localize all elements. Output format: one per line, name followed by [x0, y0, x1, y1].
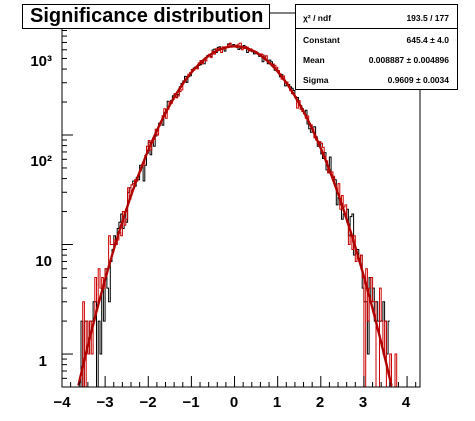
stats-separator [296, 28, 457, 29]
x-tick-labels: −4 −3 −2 −1 0 1 2 3 4 [53, 394, 410, 411]
y-axis [62, 24, 73, 388]
x-tick-label: −3 [96, 394, 113, 411]
stats-value: 645.4 ± 4.0 [406, 35, 449, 45]
y-tick-label: 10³ [30, 53, 52, 70]
x-tick-label: −4 [53, 394, 71, 411]
histogram-black-steps [79, 43, 390, 388]
histogram-black [79, 43, 390, 388]
stats-label: Constant [303, 35, 340, 45]
stats-row-constant: Constant 645.4 ± 4.0 [303, 33, 449, 47]
stats-label: Sigma [303, 75, 329, 85]
stats-label: Mean [303, 55, 325, 65]
stats-box: χ² / ndf 193.5 / 177 Constant 645.4 ± 4.… [295, 4, 458, 90]
x-tick-label: 0 [230, 394, 238, 411]
x-axis [61, 376, 417, 387]
x-tick-label: 3 [359, 394, 367, 411]
y-tick-labels: 1 10 10² 10³ [30, 53, 52, 370]
stats-value: 193.5 / 177 [406, 13, 449, 23]
x-tick-label: −2 [139, 394, 156, 411]
y-tick-label: 10 [35, 253, 52, 270]
stats-label: χ² / ndf [303, 13, 332, 23]
y-tick-label: 1 [39, 353, 47, 370]
stats-row-chi2: χ² / ndf 193.5 / 177 [303, 11, 449, 25]
fit-curve-line [77, 45, 393, 387]
chart-title: Significance distribution [22, 4, 270, 29]
x-tick-label: 2 [316, 394, 324, 411]
stats-value: 0.9609 ± 0.0034 [387, 75, 449, 85]
y-tick-label: 10² [30, 153, 52, 170]
stats-row-sigma: Sigma 0.9609 ± 0.0034 [303, 73, 449, 87]
stats-row-mean: Mean 0.008887 ± 0.004896 [303, 53, 449, 67]
gaussian-fit-curve [77, 45, 393, 387]
stats-value: 0.008887 ± 0.004896 [368, 55, 449, 65]
x-tick-label: 1 [273, 394, 281, 411]
x-tick-label: 4 [402, 394, 411, 411]
x-tick-label: −1 [182, 394, 199, 411]
